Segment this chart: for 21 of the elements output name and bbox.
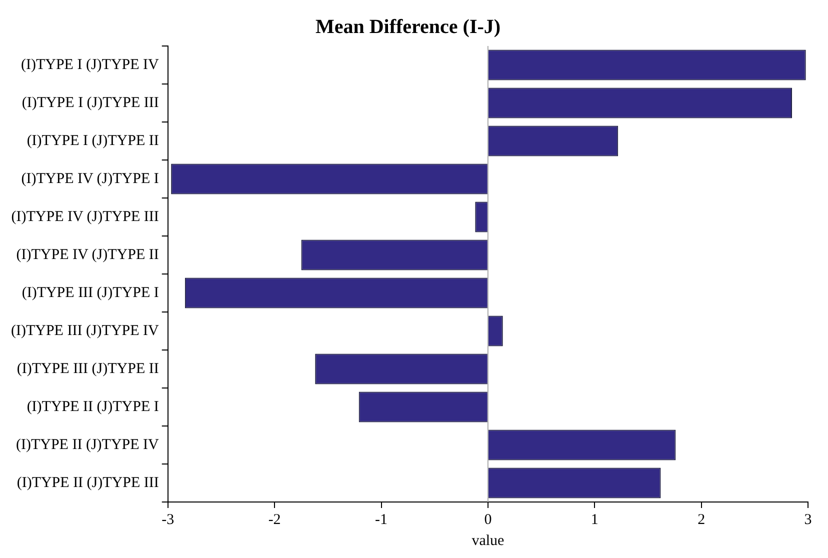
x-tick-label: 3 (804, 512, 812, 528)
y-tick-label: (I)TYPE I (J)TYPE III (22, 94, 159, 111)
x-axis-title: value (472, 532, 505, 549)
y-tick-label: (I)TYPE I (J)TYPE IV (20, 56, 160, 73)
x-tick-label: 1 (590, 512, 598, 528)
x-tick-label: -3 (162, 512, 174, 528)
y-tick-label: (I)TYPE IV (J)TYPE II (16, 246, 159, 263)
x-tick-label: 2 (698, 512, 706, 528)
x-tick-label: -2 (268, 512, 281, 528)
y-tick-label: (I)TYPE IV (J)TYPE III (11, 208, 159, 225)
y-tick-label: (I)TYPE II (J)TYPE IV (16, 436, 160, 453)
y-tick-label: (I)TYPE III (J)TYPE II (16, 360, 159, 377)
y-tick-label: (I)TYPE III (J)TYPE IV (10, 322, 160, 339)
chart-title: Mean Difference (I-J) (315, 16, 501, 38)
x-tick-label: 0 (484, 512, 492, 528)
x-tick-label: -1 (375, 512, 388, 528)
y-tick-label: (I)TYPE II (J)TYPE I (26, 398, 159, 415)
y-tick-label: (I)TYPE II (J)TYPE III (16, 474, 159, 491)
y-tick-label: (I)TYPE IV (J)TYPE I (21, 170, 159, 187)
y-tick-label: (I)TYPE III (J)TYPE I (22, 284, 159, 301)
y-tick-label: (I)TYPE I (J)TYPE II (26, 132, 159, 149)
